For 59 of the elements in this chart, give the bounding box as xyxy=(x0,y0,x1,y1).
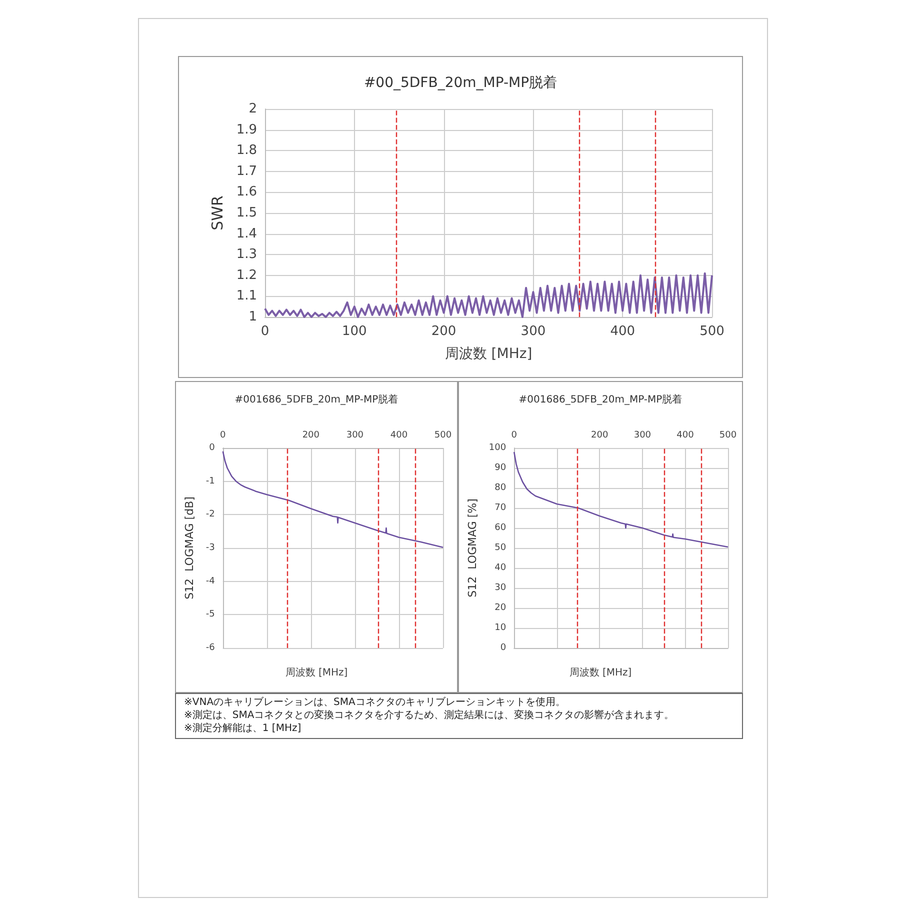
y-tick-label: 90 xyxy=(494,463,506,473)
x-axis-title: 周波数 [MHz] xyxy=(569,666,632,678)
x-axis-title: 周波数 [MHz] xyxy=(444,346,532,362)
x-tick-label: 500 xyxy=(719,430,737,440)
y-axis-title: SWR xyxy=(208,196,226,230)
line-series xyxy=(513,451,729,548)
y-tick-label: 100 xyxy=(488,443,506,453)
text: ※測定分解能は、1 [MHz] xyxy=(184,722,302,735)
y-tick-label: -5 xyxy=(206,610,215,620)
y-tick-label: 20 xyxy=(494,603,506,613)
x-tick-label: 300 xyxy=(520,324,546,339)
x-tick-label: 200 xyxy=(302,430,320,440)
x-tick-label: 0 xyxy=(511,430,518,440)
y-tick-label: -6 xyxy=(206,643,216,653)
y-tick-label: -2 xyxy=(206,510,215,520)
text: ※VNAのキャリブレーションは、SMAコネクタのキャリブレーションキットを使用。 xyxy=(184,696,566,709)
y-tick-label: 50 xyxy=(494,543,506,553)
x-tick-label: 500 xyxy=(434,430,452,440)
x-tick-label: 400 xyxy=(390,430,408,440)
y-tick-label: 1 xyxy=(248,310,257,324)
chart-title: #001686_5DFB_20m_MP-MP脱着 xyxy=(518,394,682,406)
text: ※測定は、SMAコネクタとの変換コネクタを介するため、測定結果には、変換コネクタの影響が含まれます。 xyxy=(184,709,676,722)
y-tick-label: 2 xyxy=(248,102,257,116)
x-tick-label: 500 xyxy=(700,324,724,339)
y-tick-label: 1.4 xyxy=(236,226,257,242)
y-axis-title: S12 LOGMAG [%] xyxy=(466,498,479,598)
y-tick-label: 1.2 xyxy=(236,268,257,283)
y-tick-label: 1.1 xyxy=(236,288,257,304)
line-series xyxy=(222,450,444,548)
y-tick-label: -3 xyxy=(206,543,215,553)
x-tick-label: 400 xyxy=(610,324,636,339)
y-tick-label: 1.6 xyxy=(236,184,257,200)
x-axis-title: 周波数 [MHz] xyxy=(285,666,348,678)
x-tick-label: 0 xyxy=(260,324,270,339)
y-tick-label: 1.7 xyxy=(236,164,257,179)
x-tick-label: 200 xyxy=(431,324,456,339)
y-tick-label: 1.9 xyxy=(236,122,257,138)
y-tick-label: 1.5 xyxy=(236,206,257,220)
y-tick-label: 0 xyxy=(209,443,216,453)
x-tick-label: 0 xyxy=(220,430,226,440)
chart-title: #00_5DFB_20m_MP-MP脱着 xyxy=(364,75,558,91)
y-tick-label: 80 xyxy=(494,483,506,493)
x-tick-label: 200 xyxy=(591,430,609,440)
y-tick-label: 70 xyxy=(494,503,506,513)
y-axis-title: S12 LOGMAG [dB] xyxy=(183,496,196,600)
x-tick-label: 400 xyxy=(676,430,694,440)
y-tick-label: 10 xyxy=(494,623,506,633)
y-tick-label: 1.3 xyxy=(236,247,257,262)
chart-title: #001686_5DFB_20m_MP-MP脱着 xyxy=(234,394,398,406)
y-tick-label: -4 xyxy=(206,576,216,586)
y-tick-label: -1 xyxy=(206,476,215,486)
y-tick-label: 1.8 xyxy=(236,143,257,158)
y-tick-label: 40 xyxy=(494,563,506,573)
y-tick-label: 0 xyxy=(500,643,506,653)
x-tick-label: 300 xyxy=(634,430,652,440)
x-tick-label: 300 xyxy=(346,430,364,440)
y-tick-label: 30 xyxy=(494,583,506,593)
x-tick-label: 100 xyxy=(342,324,367,339)
y-tick-label: 60 xyxy=(494,523,506,533)
